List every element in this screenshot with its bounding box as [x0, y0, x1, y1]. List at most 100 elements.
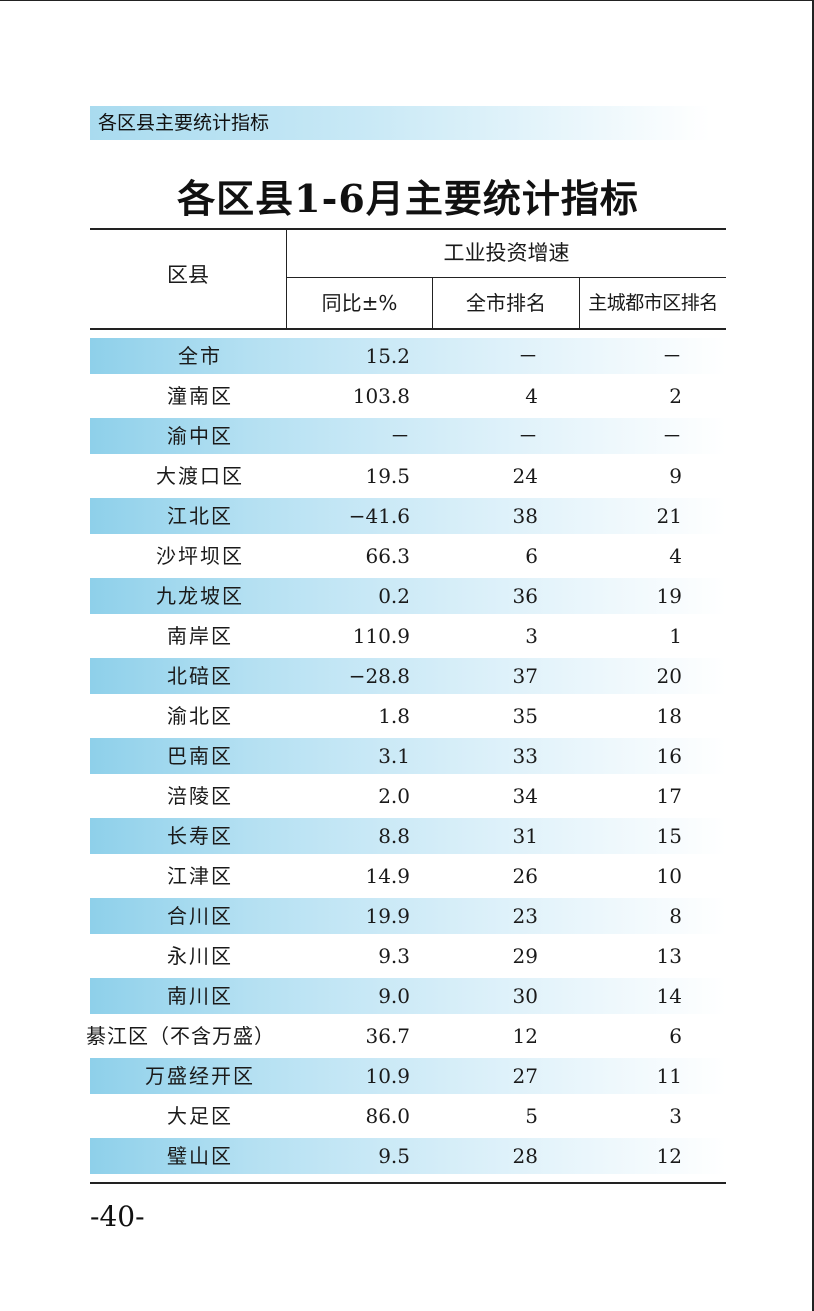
city-rank-value: 38: [512, 504, 538, 528]
region-name: 渝中区: [167, 424, 233, 448]
region-name: 江津区: [167, 864, 233, 888]
page-top-rule: [0, 0, 814, 1]
city-rank-value: 4: [525, 384, 538, 408]
yoy-value: 3.1: [378, 744, 410, 768]
region-name: 璧山区: [167, 1144, 233, 1168]
yoy-value: −41.6: [348, 504, 410, 528]
main-city-rank-value: 4: [669, 544, 682, 568]
main-city-rank-value: 21: [656, 504, 682, 528]
table-row: 巴南区 3.1 33 16: [90, 738, 726, 774]
table-row: 涪陵区 2.0 34 17: [90, 778, 726, 814]
region-name: 万盛经开区: [145, 1064, 255, 1088]
main-city-rank-value: 1: [669, 624, 682, 648]
page-right-rule: [812, 0, 814, 1311]
city-rank-value: 29: [512, 944, 538, 968]
region-name: 沙坪坝区: [156, 544, 244, 568]
yoy-value: 14.9: [365, 864, 410, 888]
yoy-value: 9.3: [378, 944, 410, 968]
table-row: 綦江区（不含万盛） 36.7 12 6: [86, 1018, 726, 1054]
main-city-rank-value: 13: [656, 944, 682, 968]
table-row: 大渡口区 19.5 24 9: [90, 458, 726, 494]
city-rank-value: 5: [525, 1104, 538, 1128]
region-name: 南岸区: [167, 624, 233, 648]
city-rank-value: 30: [512, 984, 538, 1008]
yoy-value: 2.0: [378, 784, 410, 808]
region-name: 长寿区: [167, 824, 233, 848]
yoy-value: 19.5: [365, 464, 410, 488]
city-rank-value: 27: [512, 1064, 538, 1088]
yoy-value: 8.8: [378, 824, 410, 848]
city-rank-value: 24: [512, 464, 538, 488]
main-city-rank-value: 15: [656, 824, 682, 848]
table-body: 全市 15.2 －－潼南区 103.8 4 2 渝中区－－－大渡口区 19.5 24 9 江北区 −4…: [86, 338, 726, 1178]
region-name: 南川区: [167, 984, 233, 1008]
table-row: 沙坪坝区 66.3 6 4: [90, 538, 726, 574]
header-region: 区县: [90, 230, 287, 328]
main-city-rank-value: 14: [656, 984, 682, 1008]
page-number: -40-: [90, 1200, 145, 1233]
city-rank-value: 26: [512, 864, 538, 888]
main-city-rank-value: 16: [656, 744, 682, 768]
yoy-value: 36.7: [365, 1024, 410, 1048]
yoy-value: 10.9: [365, 1064, 410, 1088]
yoy-value: 1.8: [378, 704, 410, 728]
table-row: 璧山区 9.5 28 12: [90, 1138, 726, 1174]
yoy-value: 66.3: [365, 544, 410, 568]
region-name: 大渡口区: [156, 464, 244, 488]
region-name: 江北区: [167, 504, 233, 528]
city-rank-value: 36: [512, 584, 538, 608]
region-name: 綦江区（不含万盛）: [86, 1024, 275, 1048]
yoy-value: 103.8: [352, 384, 410, 408]
yoy-value: 86.0: [365, 1104, 410, 1128]
region-name: 巴南区: [167, 744, 233, 768]
region-name: 永川区: [167, 944, 233, 968]
region-name: 北碚区: [167, 664, 233, 688]
table-row: 渝北区 1.8 35 18: [90, 698, 726, 734]
main-city-rank-value: 3: [669, 1104, 682, 1128]
city-rank-value: 31: [512, 824, 538, 848]
city-rank-value: 28: [512, 1144, 538, 1168]
main-city-rank-value: 18: [656, 704, 682, 728]
city-rank-value: 12: [512, 1024, 538, 1048]
table-row: 江津区 14.9 26 10: [90, 858, 726, 894]
table-row: 合川区 19.9 23 8: [90, 898, 726, 934]
yoy-value: 0.2: [378, 584, 410, 608]
region-name: 渝北区: [167, 704, 233, 728]
main-city-rank-value: 10: [656, 864, 682, 888]
city-rank-value: －: [518, 424, 538, 448]
table-bottom-rule: [90, 1182, 726, 1184]
main-city-rank-value: 6: [669, 1024, 682, 1048]
yoy-value: −28.8: [348, 664, 410, 688]
table-row: 长寿区 8.8 31 15: [90, 818, 726, 854]
region-name: 全市: [178, 344, 222, 368]
yoy-value: 15.2: [365, 344, 410, 368]
city-rank-value: 23: [512, 904, 538, 928]
yoy-value: 9.0: [378, 984, 410, 1008]
header-city-rank: 全市排名: [433, 278, 580, 328]
yoy-value: 9.5: [378, 1144, 410, 1168]
table-row: 北碚区 −28.8 37 20: [90, 658, 726, 694]
city-rank-value: 35: [512, 704, 538, 728]
yoy-value: 110.9: [352, 624, 410, 648]
page-title: 各区县1-6月主要统计指标: [177, 176, 639, 221]
main-city-rank-value: 11: [656, 1064, 682, 1088]
main-city-rank-value: －: [662, 424, 682, 448]
region-name: 涪陵区: [167, 784, 233, 808]
table-row: 渝中区 － － －: [90, 418, 726, 454]
city-rank-value: －: [518, 344, 538, 368]
table-row: 南岸区 110.9 3 1: [90, 618, 726, 654]
region-name: 大足区: [167, 1104, 233, 1128]
table-row: 南川区 9.0 30 14: [90, 978, 726, 1014]
table-row: 潼南区 103.8 4 2: [90, 378, 726, 414]
main-city-rank-value: 8: [669, 904, 682, 928]
city-rank-value: 6: [525, 544, 538, 568]
city-rank-value: 34: [512, 784, 538, 808]
yoy-value: －: [390, 424, 410, 448]
main-city-rank-value: 20: [656, 664, 682, 688]
table-row: 全市 15.2 － －: [90, 338, 726, 374]
table-row: 大足区 86.0 5 3: [90, 1098, 726, 1134]
table-header: 区县 工业投资增速 同比±% 全市排名 主城都市区排名: [90, 228, 726, 330]
header-yoy: 同比±%: [287, 278, 433, 328]
yoy-value: 19.9: [365, 904, 410, 928]
table-row: 九龙坡区 0.2 36 19: [90, 578, 726, 614]
